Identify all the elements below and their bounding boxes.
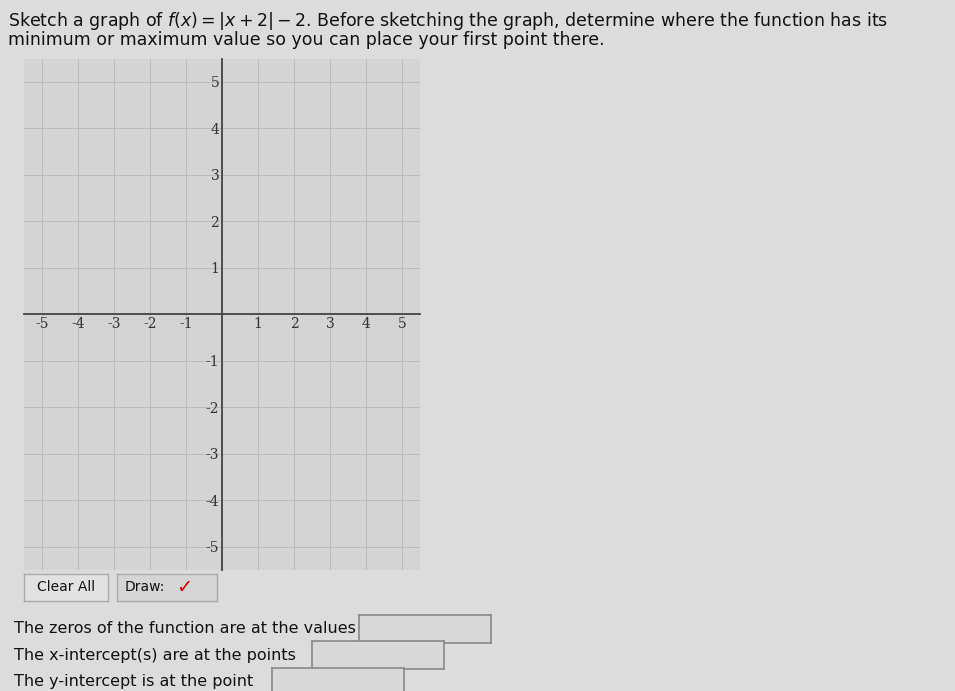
Text: Draw:: Draw:	[124, 580, 165, 594]
Text: Clear All: Clear All	[37, 580, 95, 594]
Text: The y-intercept is at the point: The y-intercept is at the point	[14, 674, 254, 689]
Text: The x-intercept(s) are at the points: The x-intercept(s) are at the points	[14, 647, 296, 663]
Text: minimum or maximum value so you can place your first point there.: minimum or maximum value so you can plac…	[8, 31, 605, 49]
Text: Sketch a graph of $f(x) = |x + 2| - 2$. Before sketching the graph, determine wh: Sketch a graph of $f(x) = |x + 2| - 2$. …	[8, 10, 888, 32]
Text: The zeros of the function are at the values: The zeros of the function are at the val…	[14, 621, 356, 636]
Text: ✓: ✓	[177, 578, 193, 598]
